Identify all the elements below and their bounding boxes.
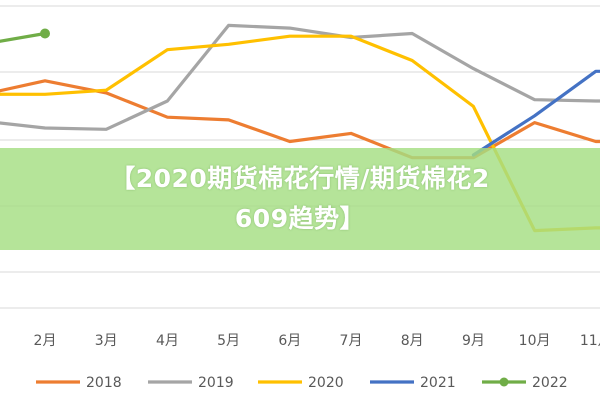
x-tick-label-2: 4月 — [156, 333, 179, 349]
x-tick-label-4: 6月 — [278, 333, 301, 349]
x-tick-label-5: 7月 — [340, 333, 363, 349]
legend-marker-2022 — [499, 377, 509, 387]
series-line-2019 — [0, 23, 600, 131]
title-banner: 【2020期货棉花行情/期货棉花2 609趋势】 — [0, 148, 600, 250]
legend-label-2021: 2021 — [420, 375, 456, 391]
x-tick-label-7: 9月 — [462, 333, 485, 349]
x-tick-label-0: 2月 — [34, 333, 57, 349]
legend-label-2018: 2018 — [86, 375, 122, 391]
legend: 2018 2019 2020 2021 2022 — [36, 375, 568, 391]
x-tick-label-1: 3月 — [95, 333, 118, 349]
series-point-2022-0 — [40, 28, 50, 39]
banner-title-line-2: 609趋势】 — [234, 204, 366, 233]
series-line-2022 — [0, 31, 47, 43]
series-line-2021 — [471, 69, 600, 157]
x-tick-label-6: 8月 — [401, 333, 424, 349]
banner-title-line-1: 【2020期货棉花行情/期货棉花2 — [110, 164, 490, 193]
x-tick-label-8: 10月 — [519, 333, 551, 349]
legend-label-2022: 2022 — [532, 375, 568, 391]
x-tick-label-3: 5月 — [217, 333, 240, 349]
x-axis-tick-labels: 2月 3月 4月 5月 6月 7月 8月 9月 10月 11月 — [34, 333, 600, 349]
x-tick-label-9: 11月 — [580, 333, 600, 349]
legend-label-2020: 2020 — [308, 375, 344, 391]
legend-label-2019: 2019 — [198, 375, 234, 391]
